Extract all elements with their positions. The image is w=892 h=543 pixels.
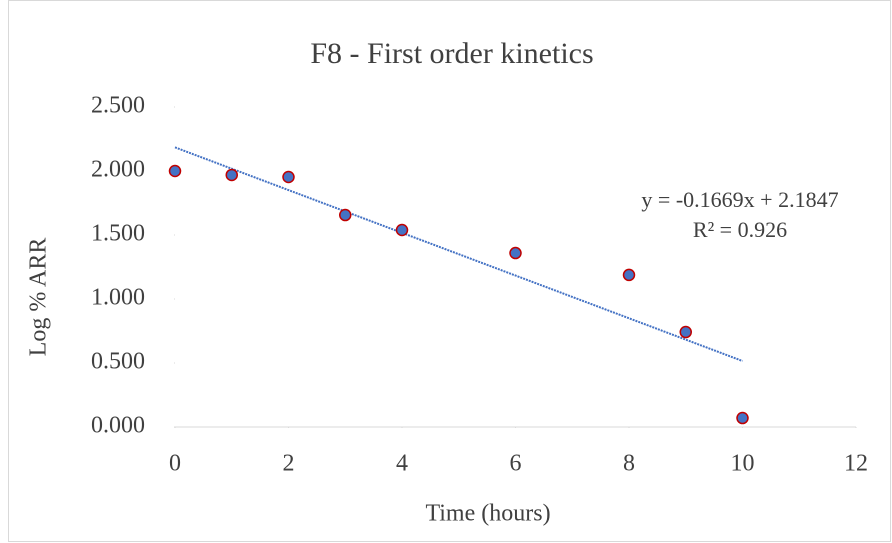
x-tick-label: 0 bbox=[169, 451, 181, 477]
y-tick-label: 0.000 bbox=[91, 413, 145, 439]
y-tick-label: 2.000 bbox=[91, 157, 145, 183]
chart-title: F8 - First order kinetics bbox=[310, 37, 593, 70]
y-axis-label: Log % ARR bbox=[26, 238, 52, 357]
marker bbox=[339, 208, 352, 222]
marker bbox=[679, 325, 692, 339]
marker bbox=[168, 164, 182, 178]
y-tick-label: 2.500 bbox=[91, 93, 145, 119]
x-tick-label: 6 bbox=[510, 451, 522, 477]
x-tick-label: 12 bbox=[844, 451, 868, 477]
x-tick-label: 8 bbox=[623, 451, 635, 477]
chart-frame bbox=[8, 0, 891, 542]
x-axis-label: Time (hours) bbox=[425, 501, 550, 527]
marker bbox=[395, 223, 409, 237]
marker bbox=[736, 411, 749, 425]
marker bbox=[622, 268, 636, 282]
trendline-equation: y = -0.1669x + 2.1847 bbox=[641, 187, 838, 212]
marker bbox=[282, 170, 295, 184]
x-tick-label: 2 bbox=[283, 451, 295, 477]
marker bbox=[225, 168, 238, 182]
y-tick-label: 1.000 bbox=[91, 285, 145, 311]
x-tick-label: 4 bbox=[396, 451, 408, 477]
marker bbox=[509, 246, 522, 260]
trendline-r2: R² = 0.926 bbox=[693, 217, 787, 242]
trendline bbox=[174, 146, 743, 362]
y-tick-label: 0.500 bbox=[91, 349, 145, 375]
x-tick-label: 10 bbox=[731, 451, 755, 477]
y-tick-label: 1.500 bbox=[91, 221, 145, 247]
